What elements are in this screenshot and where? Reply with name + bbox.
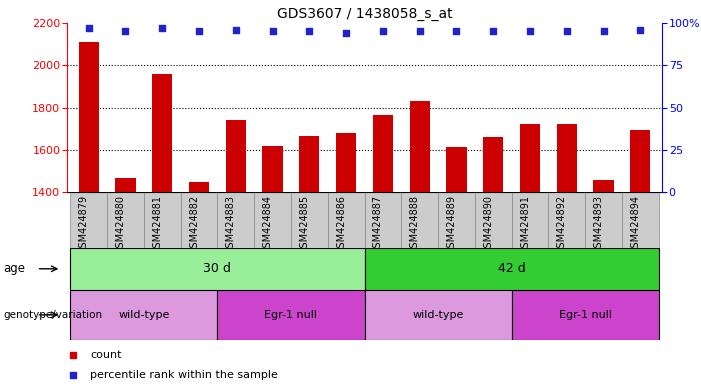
Text: GSM424886: GSM424886 <box>336 195 346 254</box>
Bar <box>226 120 246 192</box>
FancyBboxPatch shape <box>107 192 144 248</box>
Title: GDS3607 / 1438058_s_at: GDS3607 / 1438058_s_at <box>277 7 452 21</box>
Text: percentile rank within the sample: percentile rank within the sample <box>90 370 278 380</box>
Text: GSM424884: GSM424884 <box>263 195 273 254</box>
FancyBboxPatch shape <box>585 192 622 248</box>
FancyBboxPatch shape <box>622 192 659 248</box>
FancyBboxPatch shape <box>328 192 365 248</box>
Bar <box>557 124 577 192</box>
Point <box>524 28 536 35</box>
Point <box>267 28 278 35</box>
Bar <box>152 74 172 192</box>
FancyBboxPatch shape <box>512 290 659 340</box>
FancyBboxPatch shape <box>181 192 217 248</box>
Bar <box>299 136 320 192</box>
Point <box>120 28 131 35</box>
Text: GSM424879: GSM424879 <box>79 195 88 254</box>
Text: age: age <box>4 262 25 275</box>
FancyBboxPatch shape <box>217 192 254 248</box>
Text: GSM424880: GSM424880 <box>116 195 125 254</box>
Text: GSM424883: GSM424883 <box>226 195 236 254</box>
Point <box>562 28 573 35</box>
FancyBboxPatch shape <box>438 192 475 248</box>
Text: GSM424889: GSM424889 <box>447 195 456 254</box>
Bar <box>336 133 356 192</box>
FancyBboxPatch shape <box>254 192 291 248</box>
Text: wild-type: wild-type <box>412 310 464 320</box>
Bar <box>630 130 651 192</box>
Bar <box>262 146 283 192</box>
Point <box>230 27 241 33</box>
Point <box>193 28 205 35</box>
FancyBboxPatch shape <box>475 192 512 248</box>
Text: GSM424885: GSM424885 <box>299 195 309 254</box>
Text: Egr-1 null: Egr-1 null <box>264 310 318 320</box>
Text: GSM424888: GSM424888 <box>409 195 420 254</box>
Point <box>341 30 352 36</box>
Text: GSM424892: GSM424892 <box>557 195 567 254</box>
Point <box>83 25 94 31</box>
FancyBboxPatch shape <box>70 192 107 248</box>
Text: GSM424881: GSM424881 <box>152 195 162 254</box>
FancyBboxPatch shape <box>70 290 217 340</box>
Bar <box>79 42 99 192</box>
Bar <box>189 182 209 192</box>
Point <box>488 28 499 35</box>
Point <box>414 28 426 35</box>
Text: Egr-1 null: Egr-1 null <box>559 310 612 320</box>
FancyBboxPatch shape <box>70 248 365 290</box>
Text: GSM424887: GSM424887 <box>373 195 383 254</box>
Point <box>451 28 462 35</box>
Text: wild-type: wild-type <box>118 310 170 320</box>
Bar <box>594 180 613 192</box>
Text: GSM424893: GSM424893 <box>594 195 604 254</box>
FancyBboxPatch shape <box>512 192 548 248</box>
Point <box>377 28 388 35</box>
Point <box>156 25 168 31</box>
FancyBboxPatch shape <box>548 192 585 248</box>
Bar <box>116 178 135 192</box>
Bar <box>520 124 540 192</box>
Point <box>598 28 609 35</box>
Bar <box>483 137 503 192</box>
FancyBboxPatch shape <box>365 248 659 290</box>
Bar <box>373 115 393 192</box>
Text: 42 d: 42 d <box>498 262 526 275</box>
FancyBboxPatch shape <box>365 192 401 248</box>
Point <box>635 27 646 33</box>
FancyBboxPatch shape <box>365 290 512 340</box>
Text: GSM424882: GSM424882 <box>189 195 199 254</box>
Bar <box>447 147 467 192</box>
Text: genotype/variation: genotype/variation <box>4 310 102 320</box>
Text: 30 d: 30 d <box>203 262 231 275</box>
FancyBboxPatch shape <box>401 192 438 248</box>
FancyBboxPatch shape <box>217 290 365 340</box>
Text: count: count <box>90 350 122 360</box>
Text: GSM424890: GSM424890 <box>483 195 494 254</box>
FancyBboxPatch shape <box>144 192 181 248</box>
FancyBboxPatch shape <box>291 192 328 248</box>
Point <box>304 28 315 35</box>
Text: GSM424891: GSM424891 <box>520 195 530 254</box>
Text: GSM424894: GSM424894 <box>630 195 641 254</box>
Bar <box>409 101 430 192</box>
